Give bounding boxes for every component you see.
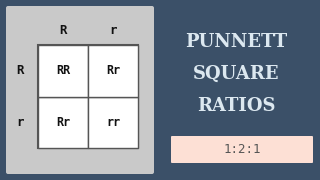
Text: PUNNETT: PUNNETT [185, 33, 287, 51]
Text: RATIOS: RATIOS [197, 97, 275, 115]
FancyBboxPatch shape [171, 136, 313, 163]
Bar [38, 45, 88, 96]
Text: Rr: Rr [56, 116, 70, 129]
Text: rr: rr [106, 116, 120, 129]
FancyBboxPatch shape [6, 6, 154, 174]
Text: 1:2:1: 1:2:1 [223, 143, 261, 156]
Text: Rr: Rr [106, 64, 120, 77]
Bar [88, 45, 138, 96]
Text: r: r [109, 24, 117, 37]
Text: r: r [16, 116, 24, 129]
Text: RR: RR [56, 64, 70, 77]
Text: SQUARE: SQUARE [193, 65, 279, 83]
Text: R: R [16, 64, 24, 77]
Text: R: R [59, 24, 67, 37]
Bar [38, 96, 88, 148]
Bar [38, 45, 138, 148]
Bar [88, 96, 138, 148]
